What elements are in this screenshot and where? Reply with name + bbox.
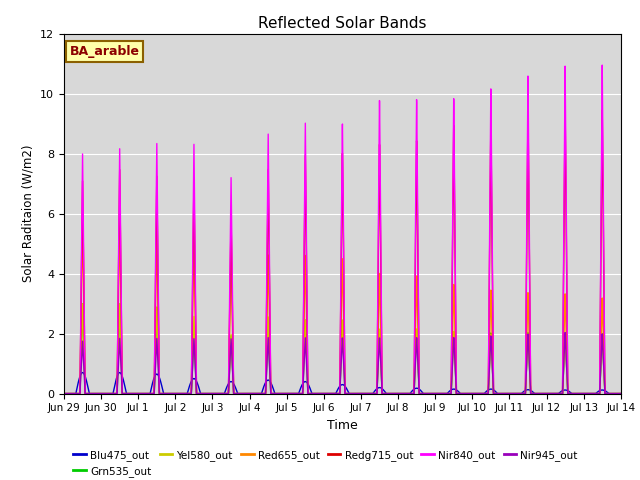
Nir840_out [569, 391, 577, 396]
Redg715_out [415, 371, 423, 376]
Nir945_out [569, 391, 577, 396]
Blu475_out [184, 391, 191, 396]
Red655_out [524, 298, 532, 303]
Red655_out [60, 391, 68, 396]
Yel580_out [79, 301, 86, 307]
Text: BA_arable: BA_arable [70, 45, 140, 58]
Grn535_out [184, 391, 191, 396]
Line: Grn535_out: Grn535_out [64, 304, 640, 394]
Line: Yel580_out: Yel580_out [64, 304, 640, 394]
Yel580_out [184, 391, 191, 396]
Nir945_out [554, 391, 561, 396]
Grn535_out [383, 391, 391, 396]
Grn535_out [569, 391, 577, 396]
Redg715_out [561, 105, 569, 111]
Yel580_out [524, 336, 532, 342]
Redg715_out [60, 391, 68, 396]
Yel580_out [415, 389, 423, 395]
Line: Redg715_out: Redg715_out [64, 108, 640, 394]
Line: Nir840_out: Nir840_out [64, 61, 640, 394]
Grn535_out [554, 391, 561, 396]
Line: Red655_out: Red655_out [64, 217, 640, 394]
Nir945_out [60, 391, 68, 396]
Red655_out [415, 387, 423, 393]
Blu475_out [415, 386, 423, 392]
Nir945_out [561, 330, 569, 336]
Line: Nir945_out: Nir945_out [64, 333, 640, 394]
Nir840_out [415, 368, 423, 373]
Grn535_out [415, 389, 423, 395]
Nir840_out [554, 391, 561, 396]
Legend: Blu475_out, Grn535_out, Yel580_out, Red655_out, Redg715_out, Nir840_out, Nir945_: Blu475_out, Grn535_out, Yel580_out, Red6… [69, 445, 582, 480]
Redg715_out [183, 391, 191, 396]
Red655_out [116, 215, 124, 220]
Blu475_out [524, 387, 532, 393]
Grn535_out [60, 391, 68, 396]
Title: Reflected Solar Bands: Reflected Solar Bands [258, 16, 427, 31]
Yel580_out [383, 391, 391, 396]
Nir840_out [636, 58, 640, 64]
Nir840_out [383, 391, 391, 396]
Yel580_out [554, 391, 561, 396]
Yel580_out [60, 391, 68, 396]
Red655_out [383, 391, 391, 396]
Nir840_out [60, 391, 68, 396]
Blu475_out [79, 370, 86, 375]
Redg715_out [524, 117, 532, 122]
Nir945_out [383, 391, 391, 396]
Red655_out [569, 391, 577, 396]
Nir945_out [524, 333, 532, 339]
Nir840_out [183, 391, 191, 396]
Red655_out [184, 391, 191, 396]
Blu475_out [383, 391, 391, 396]
Blu475_out [60, 391, 68, 396]
Yel580_out [569, 391, 577, 396]
Redg715_out [383, 391, 391, 396]
Line: Blu475_out: Blu475_out [64, 372, 640, 394]
Nir945_out [415, 386, 423, 392]
Red655_out [554, 391, 561, 396]
Redg715_out [554, 391, 561, 396]
X-axis label: Time: Time [327, 419, 358, 432]
Redg715_out [569, 391, 577, 396]
Blu475_out [569, 391, 577, 396]
Grn535_out [524, 335, 532, 340]
Nir945_out [183, 391, 191, 396]
Nir840_out [524, 82, 532, 88]
Y-axis label: Solar Raditaion (W/m2): Solar Raditaion (W/m2) [22, 145, 35, 282]
Grn535_out [79, 301, 86, 307]
Blu475_out [554, 391, 561, 396]
